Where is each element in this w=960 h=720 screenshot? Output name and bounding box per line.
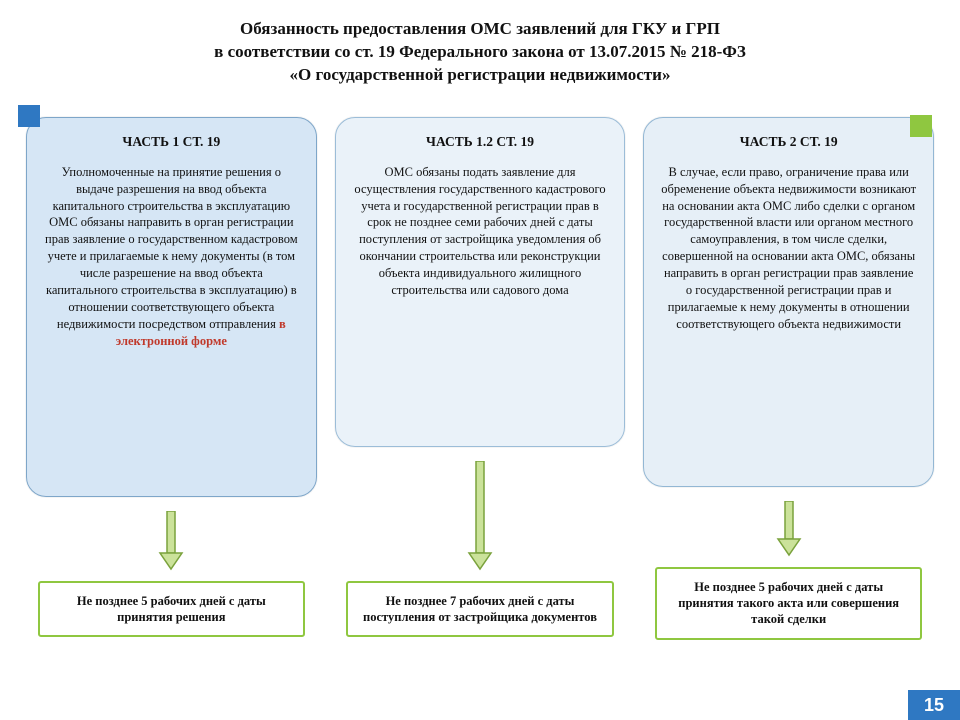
- page-title-block: Обязанность предоставления ОМС заявлений…: [0, 0, 960, 97]
- card-heading: ЧАСТЬ 1 СТ. 19: [43, 134, 300, 150]
- decoration-square-green: [910, 115, 932, 137]
- column-1: ЧАСТЬ 1 СТ. 19 Уполномоченные на принятие…: [26, 117, 317, 640]
- decoration-square-blue: [18, 105, 40, 127]
- title-line-1: Обязанность предоставления ОМС заявлений…: [60, 18, 900, 41]
- column-3: ЧАСТЬ 2 СТ. 19 В случае, если право, огра…: [643, 117, 934, 640]
- title-line-2: в соответствии со ст. 19 Федерального за…: [60, 41, 900, 64]
- page-number-badge: 15: [908, 690, 960, 720]
- card-heading: ЧАСТЬ 1.2 СТ. 19: [352, 134, 609, 150]
- card-body: Уполномоченные на принятие решения о выд…: [43, 164, 300, 350]
- card-3: ЧАСТЬ 2 СТ. 19 В случае, если право, огра…: [643, 117, 934, 487]
- column-2: ЧАСТЬ 1.2 СТ. 19 ОМС обязаны подать заявл…: [335, 117, 626, 640]
- card-heading: ЧАСТЬ 2 СТ. 19: [660, 134, 917, 150]
- result-box-2: Не позднее 7 рабочих дней с даты поступл…: [346, 581, 613, 638]
- card-1: ЧАСТЬ 1 СТ. 19 Уполномоченные на принятие…: [26, 117, 317, 497]
- result-box-1: Не позднее 5 рабочих дней с даты приняти…: [38, 581, 305, 638]
- arrow-down-icon: [776, 501, 802, 557]
- title-line-3: «О государственной регистрации недвижимо…: [60, 64, 900, 87]
- card-body: В случае, если право, ограничение права …: [660, 164, 917, 333]
- arrow-down-icon: [158, 511, 184, 571]
- arrow-down-icon: [467, 461, 493, 571]
- card-body: ОМС обязаны подать заявление для осущест…: [352, 164, 609, 299]
- card-2: ЧАСТЬ 1.2 СТ. 19 ОМС обязаны подать заявл…: [335, 117, 626, 447]
- result-box-3: Не позднее 5 рабочих дней с даты приняти…: [655, 567, 922, 640]
- columns-container: ЧАСТЬ 1 СТ. 19 Уполномоченные на принятие…: [0, 97, 960, 640]
- card-body-highlight: в электронной форме: [116, 317, 286, 348]
